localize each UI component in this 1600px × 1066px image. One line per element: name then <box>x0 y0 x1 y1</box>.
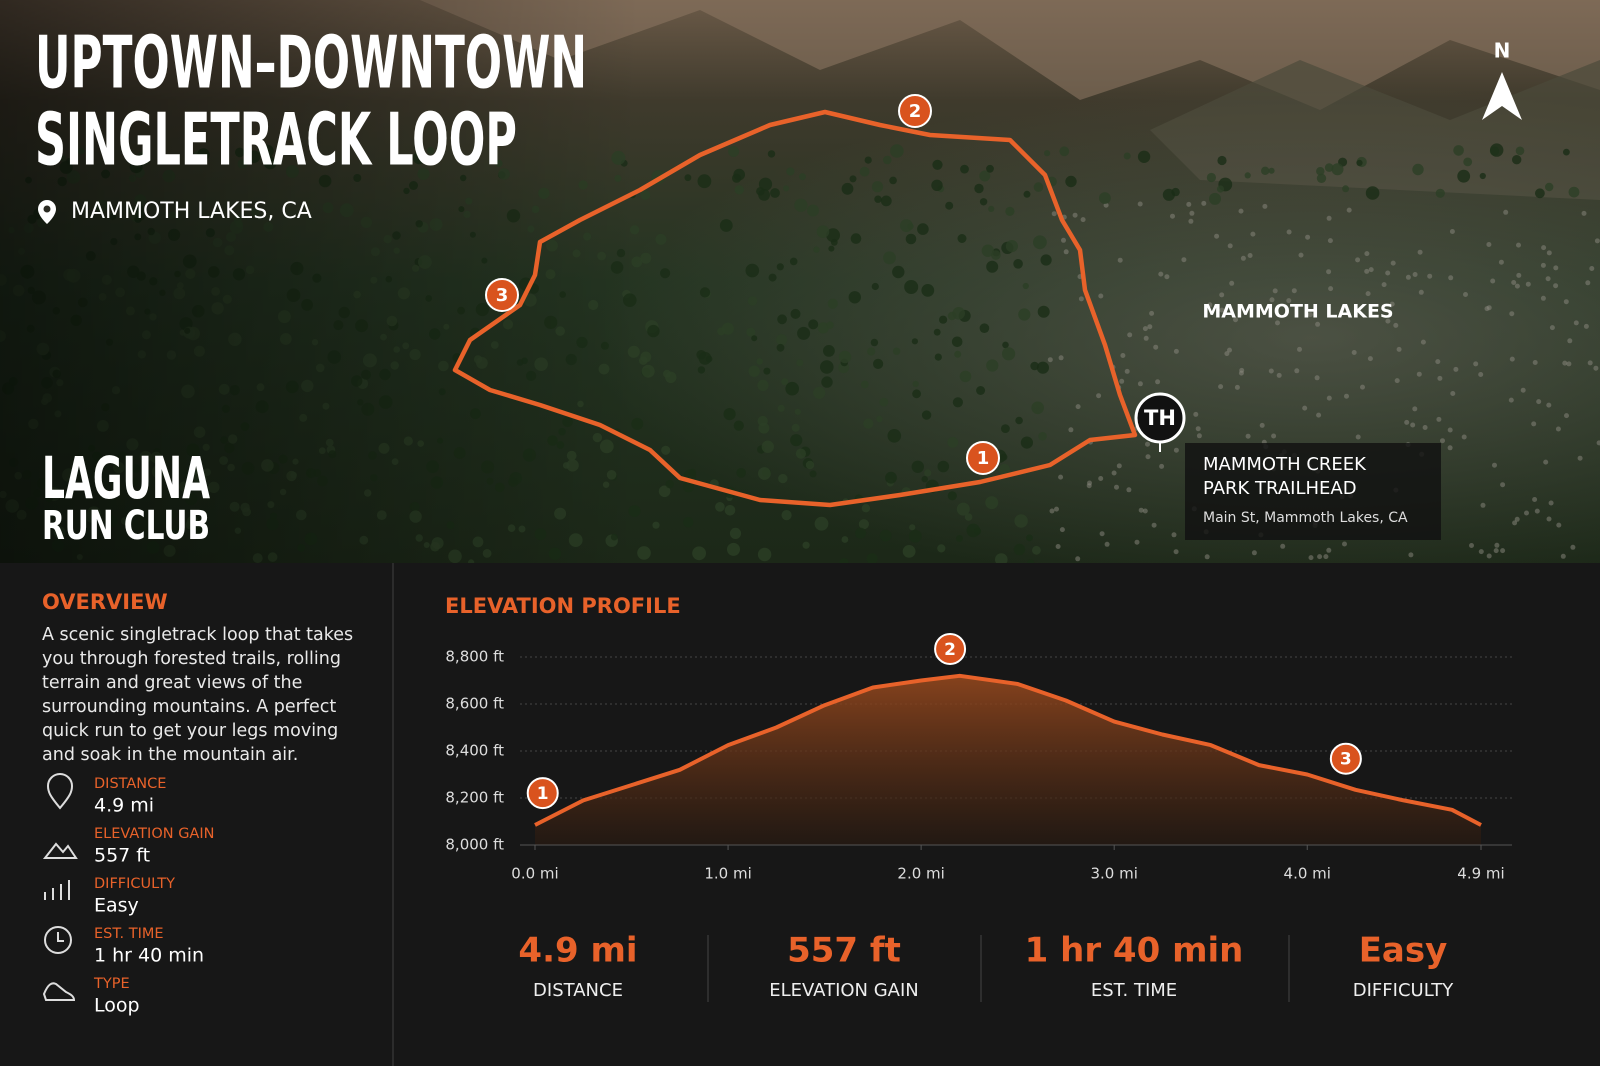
town-label: MAMMOTH LAKES <box>1202 301 1393 323</box>
y-tick-label: 8,200 ft <box>445 789 504 807</box>
fact-value: Easy <box>94 895 139 917</box>
line <box>534 673 1482 827</box>
fact-value: Loop <box>94 995 140 1017</box>
fact-label: DISTANCE <box>94 776 166 792</box>
waypoint-label: 1 <box>977 448 990 469</box>
trailhead-name: PARK TRAILHEAD <box>1203 478 1357 499</box>
annotation-label: 1 <box>537 784 549 804</box>
waypoint-circle <box>966 441 1000 475</box>
icon-time <box>44 926 72 954</box>
annotation-label: 3 <box>1340 750 1352 770</box>
overview-text: A scenic singletrack loop that takes you… <box>42 625 354 765</box>
y-tick-label: 8,600 ft <box>445 695 504 713</box>
chart-title: ELEVATION PROFILE <box>445 594 681 618</box>
summary-label: DISTANCE <box>533 980 623 1001</box>
waypoint-label: 3 <box>496 285 509 306</box>
trailhead-badge <box>1134 392 1186 444</box>
trailhead-box <box>1185 443 1441 540</box>
annotation-label: 2 <box>944 640 956 660</box>
fact-value: 4.9 mi <box>94 795 154 817</box>
y-tick-label: 8,000 ft <box>445 836 504 854</box>
title: UPTOWN–DOWNTOWN <box>35 21 587 105</box>
map: 1 2 3 TH MAMMOTH CREEK PARK TRAILHEAD Ma… <box>0 0 1600 568</box>
x-tick-label: 4.0 mi <box>1284 865 1331 883</box>
location: MAMMOTH LAKES, CA <box>71 199 312 224</box>
x-tick-label: 3.0 mi <box>1090 865 1137 883</box>
summary-label: DIFFICULTY <box>1353 980 1454 1001</box>
fact-icons <box>42 773 78 1001</box>
compass-label: N <box>1494 39 1511 63</box>
icon-shoe <box>42 982 76 1001</box>
trailhead-badge-label: TH <box>1144 406 1176 430</box>
fact-label: TYPE <box>93 976 130 992</box>
title: SINGLETRACK LOOP <box>35 98 517 182</box>
compass-arrow <box>1482 72 1522 120</box>
fact-label: DIFFICULTY <box>94 876 175 892</box>
summary-label: ELEVATION GAIN <box>769 980 919 1001</box>
trailhead-address: Main St, Mammoth Lakes, CA <box>1203 510 1408 526</box>
annotation-marker <box>526 777 559 810</box>
summary-value: 557 ft <box>787 931 901 971</box>
icon-distance <box>46 773 74 810</box>
trailhead-name: MAMMOTH CREEK <box>1203 454 1367 475</box>
fact-value: 557 ft <box>94 845 150 867</box>
waypoint-circle <box>898 94 932 128</box>
club-name: LAGUNA <box>42 444 210 512</box>
y-tick-label: 8,800 ft <box>445 648 504 666</box>
x-tick-label: 1.0 mi <box>704 865 751 883</box>
x-tick-label: 0.0 mi <box>511 865 558 883</box>
waypoint-circle <box>485 278 519 312</box>
y-tick-label: 8,400 ft <box>445 742 504 760</box>
fact-label: EST. TIME <box>94 926 164 942</box>
x-tick-label: 4.9 mi <box>1457 865 1504 883</box>
annotation-marker <box>934 632 967 665</box>
location-pin-hole <box>43 205 51 213</box>
waypoint: 1 2 3 <box>485 94 1000 475</box>
fact-label: ELEVATION GAIN <box>94 826 214 842</box>
fact-value: 1 hr 40 min <box>94 945 204 967</box>
elevation-chart: 8,000 ft 8,200 ft 8,400 ft 8,600 ft 8,800 ft… <box>445 632 1512 883</box>
icon-time-hands <box>57 932 64 942</box>
trail-loop <box>452 109 1138 508</box>
section-title: OVERVIEW <box>42 590 168 614</box>
summary: 4.9 mi DISTANCE 557 ft ELEVATION GAIN 1 hr 4… <box>518 931 1454 1002</box>
icon-difficulty <box>44 880 70 900</box>
club-name: RUN CLUB <box>42 503 210 549</box>
annotation-marker <box>1329 742 1362 775</box>
facts: DISTANCE 4.9 mi ELEVATION GAIN 557 ft DIFFIC… <box>93 776 214 1017</box>
waypoint-label: 2 <box>909 101 922 122</box>
icon-elevation <box>42 842 78 859</box>
area <box>535 675 1481 845</box>
summary-label: EST. TIME <box>1091 980 1177 1001</box>
summary-value: 4.9 mi <box>518 931 637 971</box>
summary-value: 1 hr 40 min <box>1025 931 1244 971</box>
x-tick-label: 2.0 mi <box>897 865 944 883</box>
summary-value: Easy <box>1359 931 1448 971</box>
